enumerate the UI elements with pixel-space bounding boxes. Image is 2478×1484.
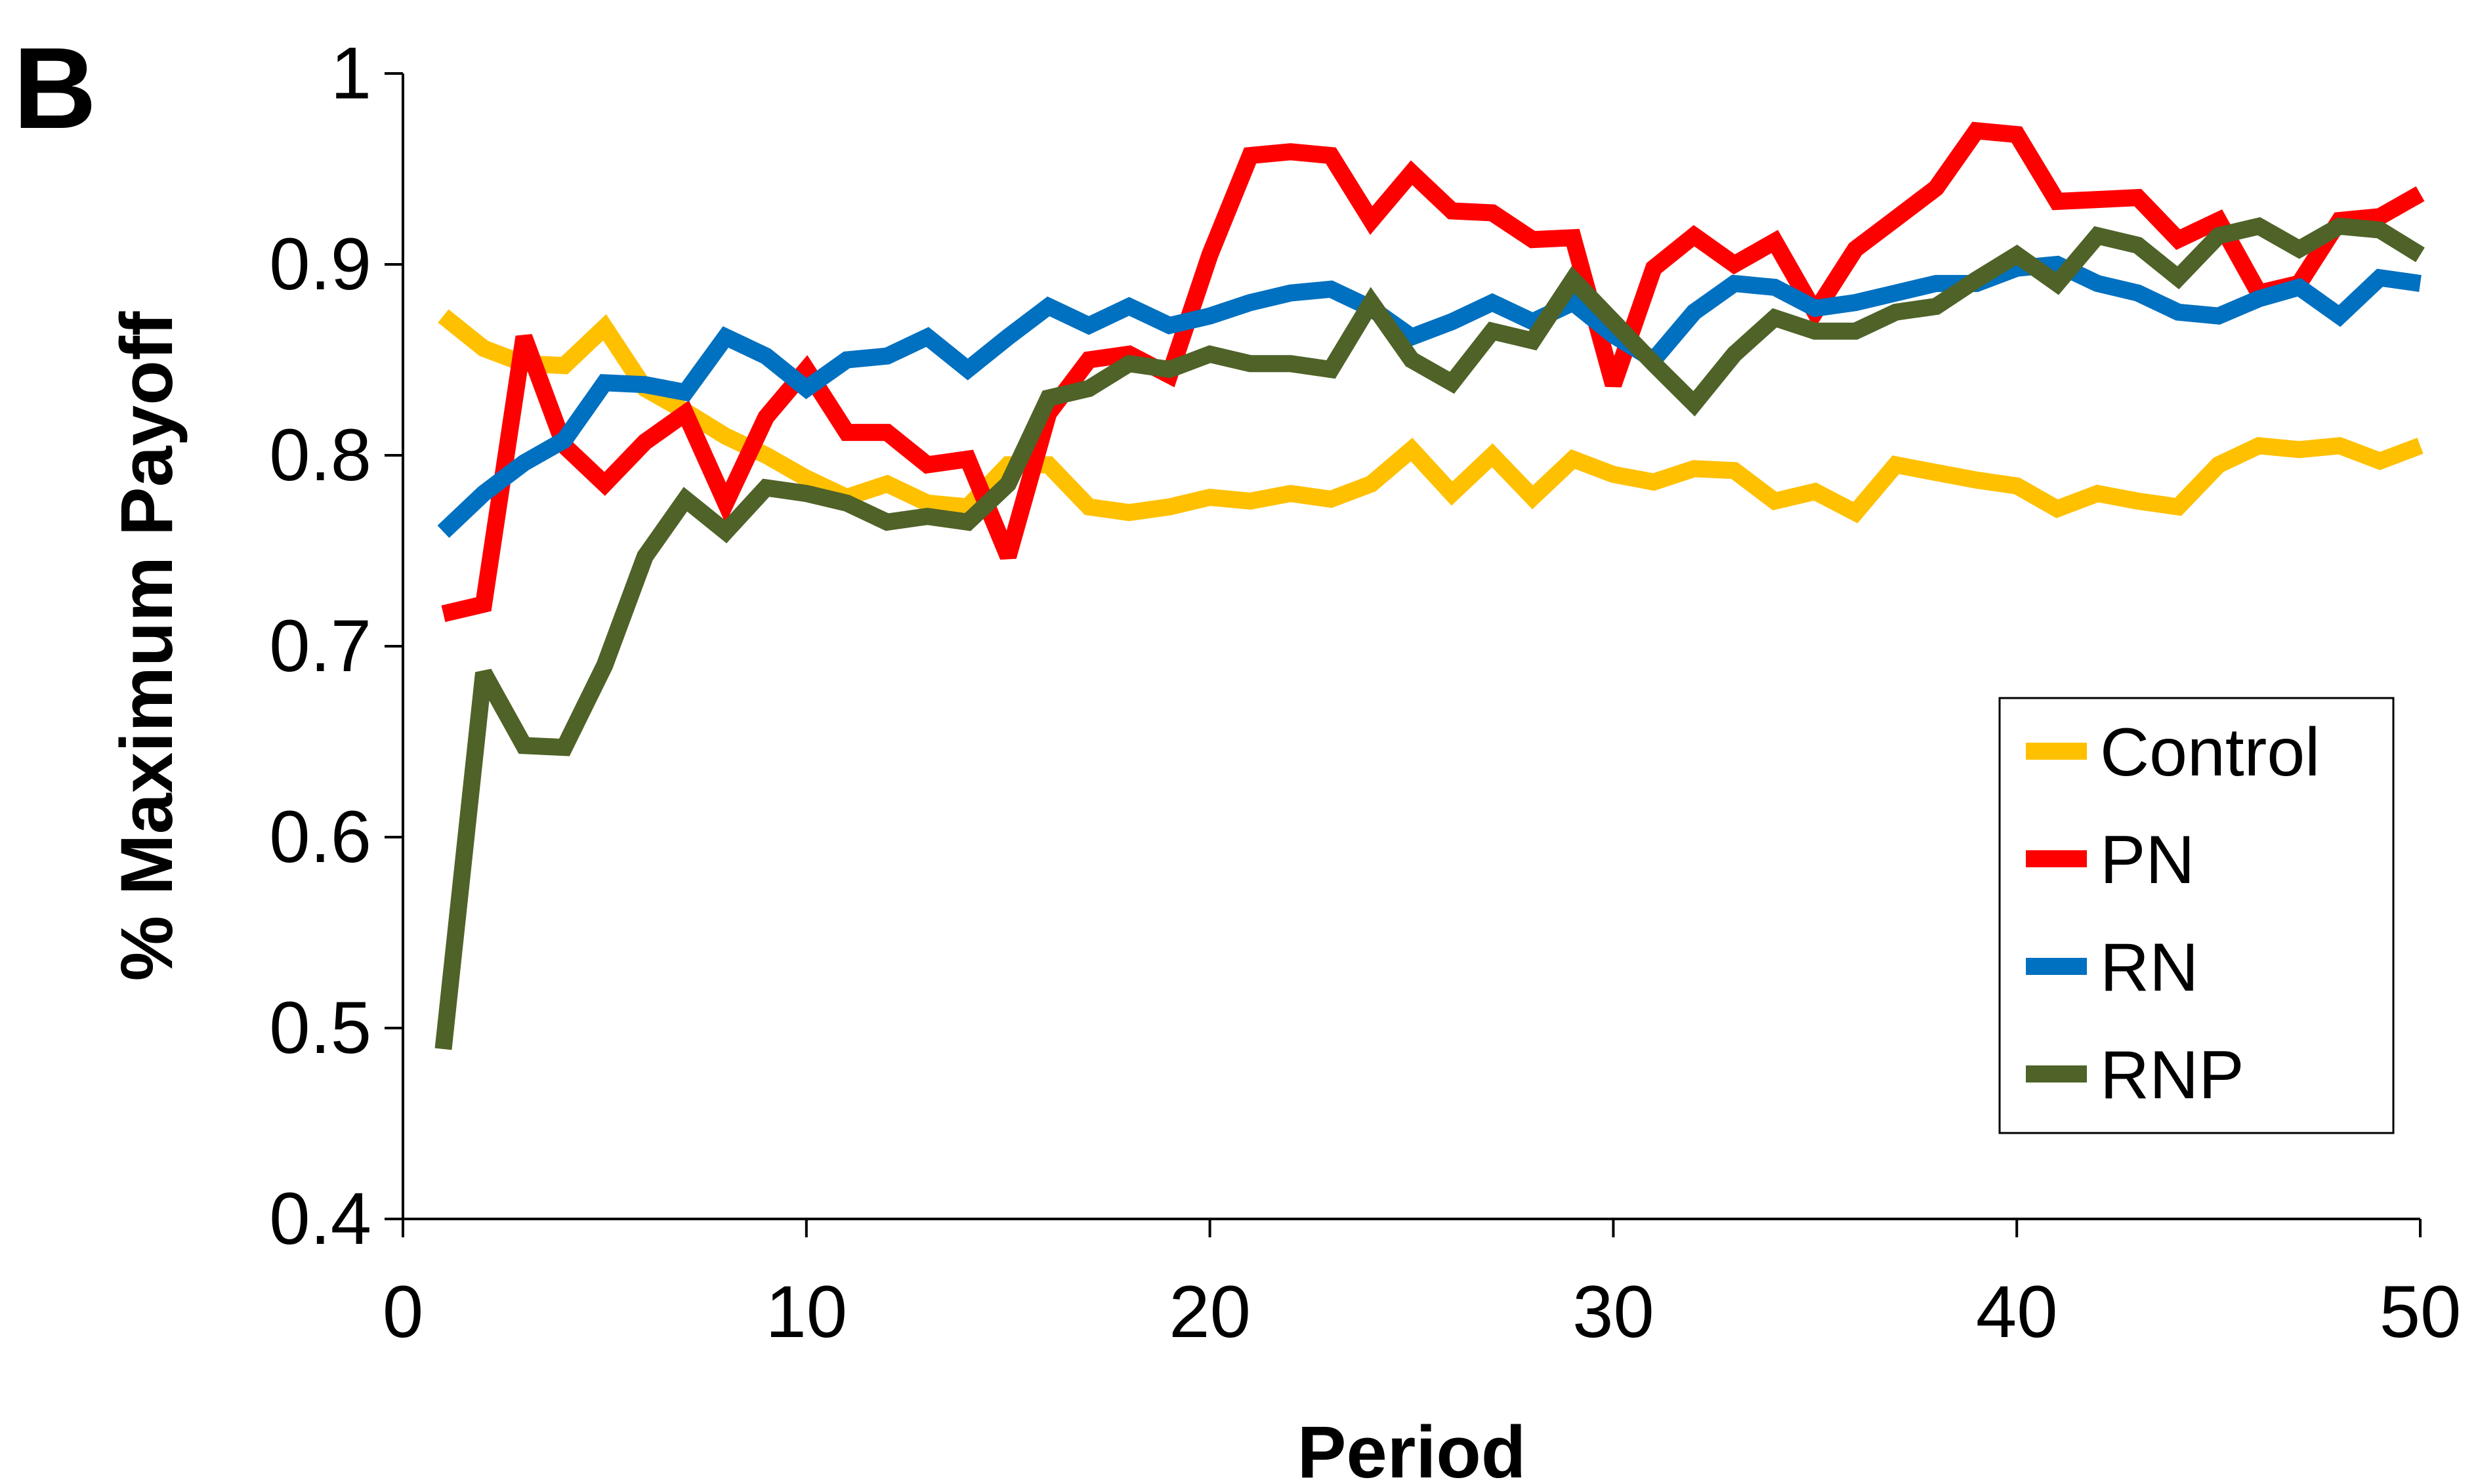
y-tick-label: 0.9 [269, 223, 371, 305]
legend-box [1998, 697, 2395, 1134]
series-line-pn [441, 121, 2425, 623]
x-axis-title: Period [1297, 1411, 1526, 1484]
legend-label-control: Control [2100, 714, 2320, 791]
x-tick-label: 50 [2380, 1271, 2462, 1353]
legend-label-rnp: RNP [2100, 1037, 2244, 1113]
series-line-rn [437, 255, 2422, 538]
y-axis-title: % Maximum Payoff [106, 311, 188, 981]
x-tick-label: 30 [1572, 1271, 1654, 1353]
x-tick-label: 0 [383, 1271, 423, 1353]
x-tick-label: 40 [1976, 1271, 2058, 1353]
series-line-control [438, 309, 2424, 524]
x-tick-label: 10 [766, 1271, 848, 1353]
x-ticks: 0 10 20 30 40 50 [383, 1219, 2461, 1353]
legend-label-rn: RN [2100, 930, 2198, 1006]
y-tick-label: 1 [331, 32, 371, 114]
legend: Control PN RN RNP [1998, 697, 2395, 1134]
y-tick-label: 0.8 [269, 414, 371, 496]
y-tick-label: 0.6 [269, 796, 371, 878]
series-lines [434, 121, 2425, 1050]
y-tick-label: 0.7 [269, 605, 371, 687]
y-tick-label: 0.5 [269, 987, 371, 1069]
panel-label: B [13, 24, 96, 153]
y-tick-label: 0.4 [269, 1178, 371, 1260]
y-ticks: 0.4 0.5 0.6 0.7 0.8 0.9 1 [269, 32, 403, 1260]
legend-label-pn: PN [2100, 822, 2194, 898]
x-tick-label: 20 [1169, 1271, 1251, 1353]
series-line-rnp [434, 216, 2425, 1050]
